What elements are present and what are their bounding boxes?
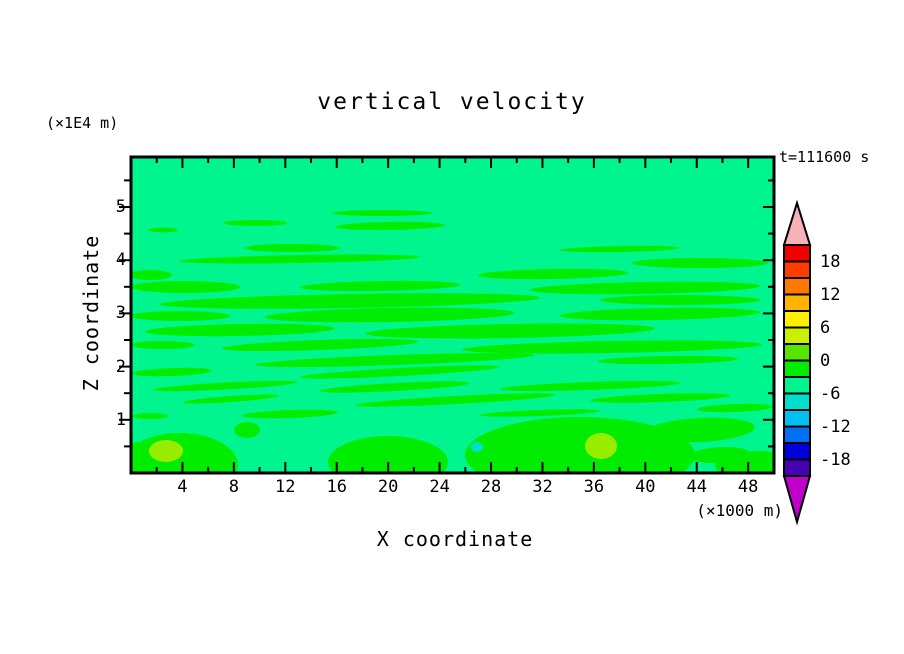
contour-streak — [365, 323, 655, 339]
contour-streak — [160, 293, 540, 309]
x-tick-label: 24 — [429, 477, 450, 497]
contour-streak — [328, 436, 448, 473]
colorbar-segment — [783, 326, 811, 345]
contour-streak — [478, 268, 628, 280]
updraft-blob — [149, 440, 183, 462]
x-tick-label: 12 — [275, 477, 296, 497]
x-tick-label: 36 — [583, 477, 605, 497]
x-tick-label: 16 — [326, 477, 347, 497]
contour-streak — [131, 270, 172, 280]
colorbar-tick-label: -6 — [820, 383, 841, 404]
colorbar-segment — [783, 310, 811, 329]
contour-streak — [145, 323, 335, 337]
contour-streak — [632, 258, 768, 268]
colorbar-segment — [783, 392, 811, 411]
contour-streak — [132, 367, 212, 377]
contour-streak — [132, 413, 168, 419]
updraft-blob — [585, 433, 617, 459]
contour-streak — [244, 244, 340, 252]
chart-title: vertical velocity — [317, 89, 587, 115]
x-tick-label: 48 — [737, 477, 759, 497]
contour-streak — [645, 417, 755, 443]
plot-frame — [129, 155, 776, 475]
z-tick-label: 5 — [115, 197, 126, 217]
contour-streak — [153, 380, 297, 392]
colorbar-segment — [783, 425, 811, 444]
colorbar-tick-label: 12 — [820, 284, 841, 305]
colorbar-segment — [783, 343, 811, 362]
x-tick-label: 44 — [686, 477, 707, 497]
y-axis-unit-label: (×1E4 m) — [46, 114, 119, 132]
timestamp-label: t=111600 s — [779, 148, 870, 166]
colorbar-segment — [783, 376, 811, 395]
contour-streak — [355, 393, 555, 407]
contour-streak — [332, 210, 432, 216]
colorbar-segment — [783, 277, 811, 296]
contour-streak — [255, 353, 535, 367]
colorbar-tick-label: -12 — [820, 416, 851, 437]
contour-streak — [131, 311, 230, 321]
x-tick-label: 8 — [228, 477, 239, 497]
contour-streak — [180, 254, 420, 264]
contour-streak — [222, 338, 418, 352]
x-tick-label: 40 — [635, 477, 656, 497]
colorbar-segment — [783, 442, 811, 461]
contour-streak — [300, 280, 460, 292]
contour-streak — [598, 355, 738, 365]
contour-streak — [234, 422, 260, 438]
contour-streak — [560, 307, 760, 321]
contour-streak — [300, 365, 500, 379]
contour-streak — [462, 340, 762, 354]
z-tick-label: 3 — [115, 303, 126, 324]
colorbar-segment — [783, 409, 811, 428]
colorbar-segment — [783, 458, 811, 477]
colorbar-segment — [783, 260, 811, 279]
colorbar — [782, 199, 812, 526]
contour-streak — [697, 403, 773, 413]
contour-streak — [590, 393, 730, 403]
velocity-field — [131, 157, 774, 473]
x-axis-title: X coordinate — [376, 527, 534, 551]
colorbar-segment — [783, 244, 811, 263]
colorbar-segment — [783, 293, 811, 312]
contour-streak — [131, 281, 240, 293]
colorbar-segment — [783, 359, 811, 378]
colorbar-tick-label: -18 — [820, 449, 851, 470]
contour-streak — [148, 227, 178, 233]
z-tick-label: 1 — [115, 409, 126, 430]
contour-streak — [131, 341, 195, 349]
contour-streak — [690, 446, 750, 464]
contour-streak — [223, 220, 287, 226]
x-tick-label: 4 — [177, 477, 188, 497]
contour-streak — [265, 307, 515, 323]
x-tick-label: 20 — [377, 477, 399, 497]
colorbar-under-arrow — [782, 475, 812, 526]
colorbar-tick-label: 18 — [820, 251, 841, 272]
colorbar-over-arrow — [782, 199, 812, 246]
contour-streak — [183, 394, 279, 404]
downdraft-spot — [471, 442, 483, 452]
z-tick-label: 2 — [115, 356, 126, 377]
contour-streak — [500, 380, 680, 392]
contour-streak — [530, 281, 760, 295]
contour-streak — [600, 295, 760, 305]
x-tick-label: 28 — [480, 477, 502, 497]
contour-streak — [242, 409, 338, 419]
contour-streak — [560, 245, 680, 253]
x-axis-unit-label: (×1000 m) — [696, 501, 783, 520]
contour-streak — [465, 417, 695, 473]
colorbar-tick-label: 0 — [820, 350, 831, 371]
x-tick-label: 32 — [532, 477, 553, 497]
contour-streak — [335, 221, 445, 231]
colorbar-tick-label: 6 — [820, 317, 831, 338]
contour-streak — [320, 381, 470, 393]
z-tick-label: 4 — [115, 250, 126, 271]
contour-streak — [480, 409, 600, 417]
